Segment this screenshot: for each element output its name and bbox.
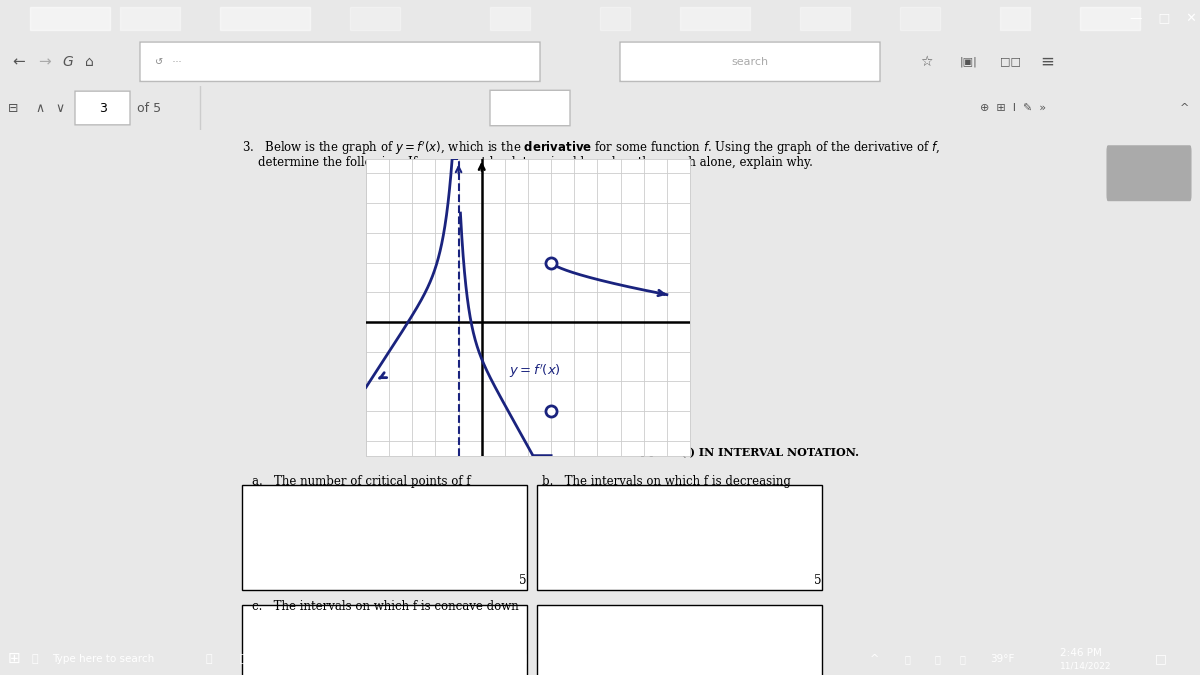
Text: 🎵: 🎵 xyxy=(310,654,317,664)
Text: determine the following. If any cannot be determined based on the graph alone, e: determine the following. If any cannot b… xyxy=(258,156,812,169)
FancyBboxPatch shape xyxy=(140,42,540,82)
Text: 5: 5 xyxy=(815,574,822,587)
Text: 🎸: 🎸 xyxy=(554,654,562,664)
Bar xyxy=(242,605,527,675)
Text: ⊟: ⊟ xyxy=(8,101,18,115)
Text: a.   The number of critical points of f: a. The number of critical points of f xyxy=(252,475,470,488)
Text: $y = f'(x)$: $y = f'(x)$ xyxy=(510,363,562,381)
Text: —    □    ✕: — □ ✕ xyxy=(1130,12,1196,25)
Text: ⚙: ⚙ xyxy=(415,654,425,664)
Text: 3.   Below is the graph of $y = f'(x)$, which is the $\mathbf{derivative}$ for s: 3. Below is the graph of $y = f'(x)$, wh… xyxy=(242,140,941,157)
Text: ←: ← xyxy=(12,54,25,70)
Text: ⌂: ⌂ xyxy=(85,55,94,69)
Text: 🔴: 🔴 xyxy=(660,654,667,664)
Text: ^: ^ xyxy=(870,654,880,664)
FancyBboxPatch shape xyxy=(74,91,130,125)
Text: 2:46 PM: 2:46 PM xyxy=(1060,648,1102,658)
Text: 3: 3 xyxy=(100,101,107,115)
Text: BE CAREFUL WHEN USING [ ] OR ( ) IN INTERVAL NOTATION.: BE CAREFUL WHEN USING [ ] OR ( ) IN INTE… xyxy=(462,446,858,458)
Text: 🔍: 🔍 xyxy=(32,654,38,664)
FancyBboxPatch shape xyxy=(490,90,570,126)
Text: ⊕  ⊞  I  ✎  »: ⊕ ⊞ I ✎ » xyxy=(980,103,1046,113)
Text: ∧: ∧ xyxy=(35,101,44,115)
Text: 📧: 📧 xyxy=(346,654,352,664)
Text: ^: ^ xyxy=(1180,103,1189,113)
Text: ≡: ≡ xyxy=(1040,53,1054,71)
Text: ⊞: ⊞ xyxy=(8,651,20,666)
Bar xyxy=(538,485,822,590)
Bar xyxy=(242,485,527,590)
Text: 📱: 📱 xyxy=(590,654,596,664)
Text: search: search xyxy=(732,57,768,67)
Text: ↺   ···: ↺ ··· xyxy=(155,57,181,67)
Text: 🎮: 🎮 xyxy=(520,654,527,664)
Text: Type here to search: Type here to search xyxy=(52,654,155,664)
Text: 🧱: 🧱 xyxy=(275,654,282,664)
FancyBboxPatch shape xyxy=(1108,146,1190,200)
Text: 🌐: 🌐 xyxy=(905,654,911,664)
Text: 🌐: 🌐 xyxy=(205,654,211,664)
Text: 🔊: 🔊 xyxy=(935,654,941,664)
Text: c.   The intervals on which f is concave down: c. The intervals on which f is concave d… xyxy=(252,600,518,613)
Text: of 5: of 5 xyxy=(137,101,161,115)
FancyBboxPatch shape xyxy=(620,42,880,82)
Text: □: □ xyxy=(1154,652,1166,666)
Text: →: → xyxy=(38,54,50,70)
Text: 5: 5 xyxy=(520,574,527,587)
Text: ∨: ∨ xyxy=(55,101,64,115)
Text: b.   The intervals on which f is decreasing: b. The intervals on which f is decreasin… xyxy=(542,475,791,488)
Bar xyxy=(538,605,822,675)
Text: |▣|: |▣| xyxy=(960,57,978,67)
Text: 💻: 💻 xyxy=(450,654,457,664)
Text: 📺: 📺 xyxy=(485,654,492,664)
Text: 39°F: 39°F xyxy=(990,654,1014,664)
Text: G: G xyxy=(62,55,73,69)
Text: 📁: 📁 xyxy=(240,654,247,664)
Text: ☆: ☆ xyxy=(920,55,932,69)
Text: 11/14/2022: 11/14/2022 xyxy=(1060,662,1111,670)
Text: □□: □□ xyxy=(1000,57,1021,67)
Text: 🔋: 🔋 xyxy=(960,654,966,664)
Text: 🎭: 🎭 xyxy=(625,654,631,664)
Text: 📊: 📊 xyxy=(380,654,386,664)
